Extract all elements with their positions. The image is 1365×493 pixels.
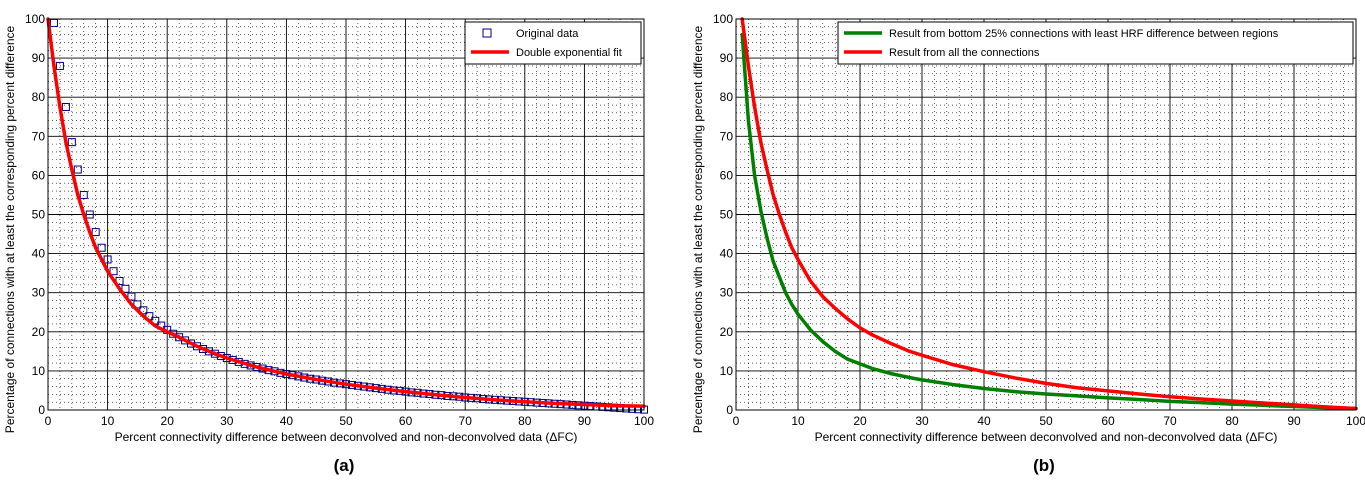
x-tick-label: 100	[1346, 414, 1365, 428]
y-tick-label: 10	[720, 364, 734, 378]
y-axis-label: Percentage of connections with at least …	[3, 25, 17, 433]
chart-b: 0 10 20 30 40 50 60 70 80 90 100 0 10 20 30 40 50 60 70 80 9…	[691, 12, 1365, 475]
y-tick-label: 0	[726, 403, 733, 417]
y-tick-label: 50	[32, 208, 46, 222]
y-tick-label: 90	[720, 51, 734, 65]
x-tick-label: 30	[915, 414, 929, 428]
y-tick-label: 20	[32, 325, 46, 339]
y-tick-label: 50	[720, 208, 734, 222]
y-tick-label: 60	[32, 168, 46, 182]
data-point	[121, 284, 130, 293]
x-axis-label: Percent connectivity difference between …	[815, 430, 1278, 444]
x-tick-label: 70	[1163, 414, 1177, 428]
y-tick-label: 100	[25, 12, 45, 26]
data-point	[127, 292, 136, 301]
y-tick-label: 20	[720, 325, 734, 339]
y-tick-label: 60	[720, 168, 734, 182]
y-tick-label: 0	[38, 403, 45, 417]
x-tick-label: 60	[399, 414, 413, 428]
y-tick-label: 30	[32, 286, 46, 300]
axes-frame	[47, 18, 645, 411]
axes-frame	[735, 18, 1357, 411]
data-point	[61, 102, 70, 111]
data-point	[109, 267, 118, 276]
data-point	[73, 165, 82, 174]
y-tick-label: 40	[720, 247, 734, 261]
data-point	[67, 138, 76, 147]
legend-label: Result from bottom 25% connections with …	[889, 28, 1279, 40]
y-tick-label: 90	[32, 51, 46, 65]
y-tick-label: 10	[32, 364, 46, 378]
x-axis-label: Percent connectivity difference between …	[115, 430, 578, 444]
x-tick-label: 70	[459, 414, 473, 428]
y-tick-label: 70	[720, 129, 734, 143]
data-point	[91, 228, 100, 237]
legend-box	[464, 21, 642, 65]
x-tick-label: 50	[1039, 414, 1053, 428]
y-tick-label: 80	[32, 90, 46, 104]
x-tick-label: 80	[518, 414, 532, 428]
data-point	[55, 61, 64, 70]
x-tick-label: 40	[977, 414, 991, 428]
y-tick-label: 100	[713, 12, 733, 26]
legend-label: Double exponential fit	[516, 47, 622, 59]
x-tick-label: 10	[791, 414, 805, 428]
legend-label: Original data	[516, 28, 579, 40]
x-tick-label: 10	[101, 414, 115, 428]
chart-a: 0 10 20 30 40 50 60 70 80 90 100 0 10 20 30 40 50 60 70 80 9…	[3, 12, 654, 475]
series-line	[740, 17, 1358, 411]
data-point	[85, 210, 94, 219]
x-tick-label: 50	[339, 414, 353, 428]
x-tick-label: 0	[45, 414, 52, 428]
y-tick-label: 70	[32, 129, 46, 143]
y-tick-label: 40	[32, 247, 46, 261]
y-axis-label: Percentage of connections with at least …	[691, 25, 705, 433]
x-tick-label: 80	[1225, 414, 1239, 428]
data-point	[103, 255, 112, 264]
x-tick-label: 90	[1287, 414, 1301, 428]
data-point	[79, 190, 88, 199]
series-line	[46, 17, 646, 408]
legend-label: Result from all the connections	[889, 47, 1040, 59]
x-tick-label: 100	[634, 414, 654, 428]
x-tick-label: 90	[578, 414, 592, 428]
x-tick-label: 0	[733, 414, 740, 428]
series-line	[740, 32, 1358, 411]
y-tick-label: 80	[720, 90, 734, 104]
y-tick-label: 30	[720, 286, 734, 300]
x-tick-label: 20	[853, 414, 867, 428]
x-tick-label: 30	[220, 414, 234, 428]
panel-caption: (b)	[1033, 456, 1055, 475]
x-tick-label: 20	[161, 414, 175, 428]
x-tick-label: 60	[1101, 414, 1115, 428]
legend-box	[837, 21, 1354, 65]
x-tick-label: 40	[280, 414, 294, 428]
legend-marker	[482, 28, 492, 38]
panel-caption: (a)	[334, 456, 355, 475]
data-point	[97, 243, 106, 252]
